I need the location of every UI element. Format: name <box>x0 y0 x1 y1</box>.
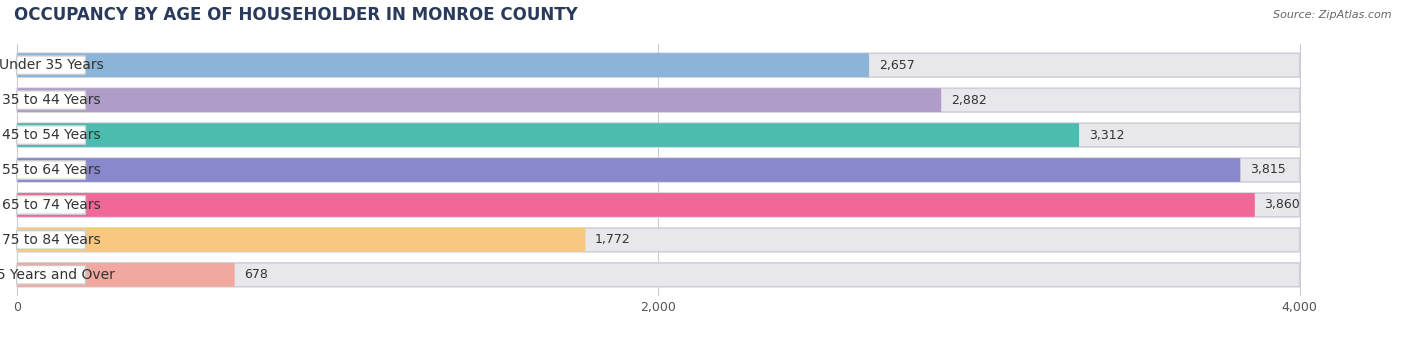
Text: 65 to 74 Years: 65 to 74 Years <box>1 198 100 212</box>
Text: 2,882: 2,882 <box>950 94 987 107</box>
Text: 2,657: 2,657 <box>879 59 914 72</box>
FancyBboxPatch shape <box>17 193 1254 217</box>
Text: 3,815: 3,815 <box>1250 164 1285 176</box>
FancyBboxPatch shape <box>17 161 86 179</box>
FancyBboxPatch shape <box>17 266 86 284</box>
FancyBboxPatch shape <box>17 228 1299 252</box>
Text: 45 to 54 Years: 45 to 54 Years <box>1 128 100 142</box>
FancyBboxPatch shape <box>17 123 1080 147</box>
Text: 75 to 84 Years: 75 to 84 Years <box>1 233 100 247</box>
FancyBboxPatch shape <box>17 263 1299 287</box>
Text: 35 to 44 Years: 35 to 44 Years <box>1 93 100 107</box>
FancyBboxPatch shape <box>17 231 86 249</box>
Text: 55 to 64 Years: 55 to 64 Years <box>1 163 100 177</box>
Text: 3,860: 3,860 <box>1264 199 1301 211</box>
Text: 3,312: 3,312 <box>1088 129 1125 141</box>
FancyBboxPatch shape <box>17 88 941 112</box>
FancyBboxPatch shape <box>17 53 1299 77</box>
FancyBboxPatch shape <box>17 158 1299 182</box>
FancyBboxPatch shape <box>17 193 1299 217</box>
Text: 678: 678 <box>245 268 269 281</box>
FancyBboxPatch shape <box>17 196 86 214</box>
FancyBboxPatch shape <box>17 126 86 144</box>
FancyBboxPatch shape <box>17 228 585 252</box>
Text: 1,772: 1,772 <box>595 233 631 246</box>
FancyBboxPatch shape <box>17 91 86 109</box>
FancyBboxPatch shape <box>17 123 1299 147</box>
Text: 85 Years and Over: 85 Years and Over <box>0 268 114 282</box>
FancyBboxPatch shape <box>17 88 1299 112</box>
FancyBboxPatch shape <box>17 263 235 287</box>
FancyBboxPatch shape <box>17 158 1240 182</box>
Text: Under 35 Years: Under 35 Years <box>0 58 104 72</box>
Text: OCCUPANCY BY AGE OF HOUSEHOLDER IN MONROE COUNTY: OCCUPANCY BY AGE OF HOUSEHOLDER IN MONRO… <box>14 6 578 24</box>
Text: Source: ZipAtlas.com: Source: ZipAtlas.com <box>1274 10 1392 20</box>
FancyBboxPatch shape <box>17 56 86 74</box>
FancyBboxPatch shape <box>17 53 869 77</box>
